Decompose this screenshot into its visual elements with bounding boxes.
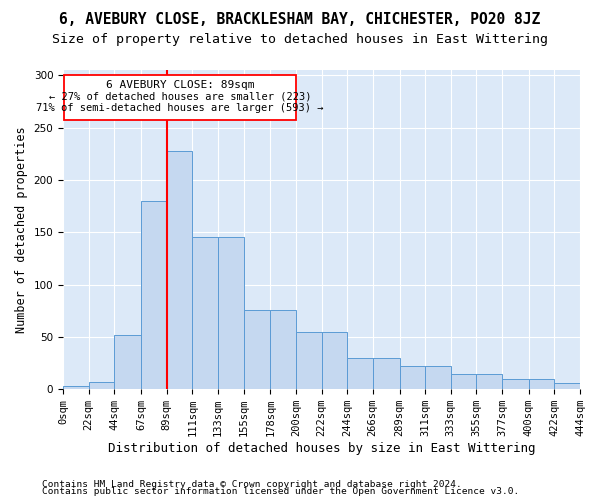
Bar xyxy=(64,75,296,120)
Text: 6 AVEBURY CLOSE: 89sqm: 6 AVEBURY CLOSE: 89sqm xyxy=(106,80,254,90)
Bar xyxy=(167,150,192,389)
Bar xyxy=(296,332,322,389)
Bar xyxy=(554,383,580,389)
Bar xyxy=(89,382,114,389)
Bar xyxy=(141,201,167,389)
Text: Size of property relative to detached houses in East Wittering: Size of property relative to detached ho… xyxy=(52,32,548,46)
Bar xyxy=(425,366,451,389)
X-axis label: Distribution of detached houses by size in East Wittering: Distribution of detached houses by size … xyxy=(108,442,535,455)
Text: Contains public sector information licensed under the Open Government Licence v3: Contains public sector information licen… xyxy=(42,487,519,496)
Text: 6, AVEBURY CLOSE, BRACKLESHAM BAY, CHICHESTER, PO20 8JZ: 6, AVEBURY CLOSE, BRACKLESHAM BAY, CHICH… xyxy=(59,12,541,28)
Bar xyxy=(476,374,502,389)
Bar xyxy=(244,310,270,389)
Bar xyxy=(270,310,296,389)
Bar xyxy=(218,238,244,389)
Bar xyxy=(347,358,373,389)
Bar xyxy=(580,387,600,389)
Bar xyxy=(322,332,347,389)
Bar xyxy=(373,358,400,389)
Text: ← 27% of detached houses are smaller (223): ← 27% of detached houses are smaller (22… xyxy=(49,92,311,102)
Y-axis label: Number of detached properties: Number of detached properties xyxy=(15,126,28,333)
Text: 71% of semi-detached houses are larger (593) →: 71% of semi-detached houses are larger (… xyxy=(36,104,324,114)
Bar xyxy=(529,379,554,389)
Bar xyxy=(451,374,476,389)
Bar xyxy=(192,238,218,389)
Text: Contains HM Land Registry data © Crown copyright and database right 2024.: Contains HM Land Registry data © Crown c… xyxy=(42,480,462,489)
Bar xyxy=(114,335,141,389)
Bar xyxy=(502,379,529,389)
Bar xyxy=(63,386,89,389)
Bar xyxy=(400,366,425,389)
